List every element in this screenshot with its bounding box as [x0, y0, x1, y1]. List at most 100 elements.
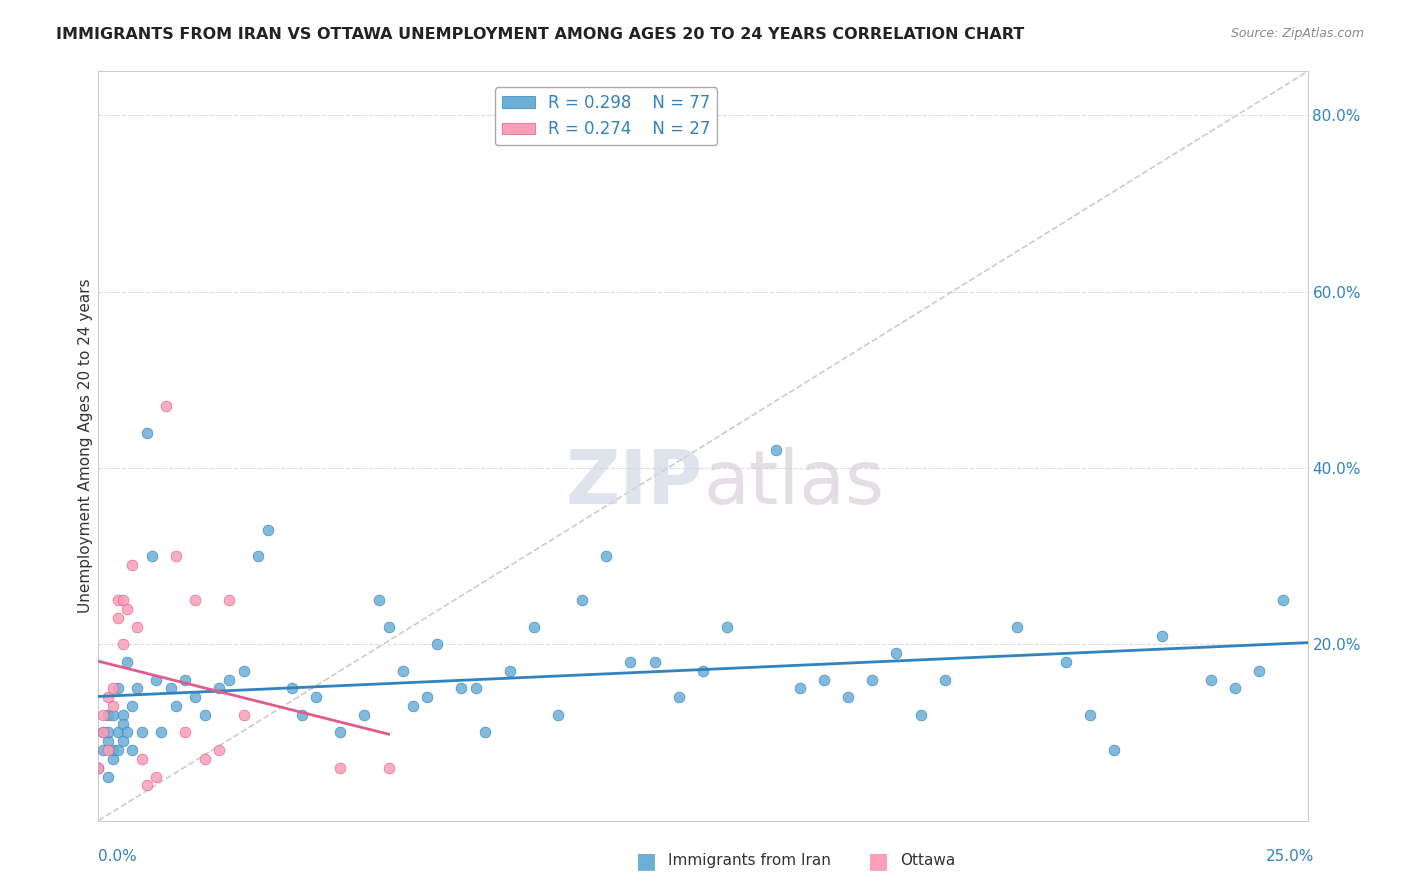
Point [111, 734, 134, 748]
Point [121, 743, 143, 757]
Point [218, 593, 240, 607]
Point [194, 752, 217, 766]
Point [97, 770, 120, 784]
Point [934, 673, 956, 687]
Point [165, 549, 187, 564]
Point [1152, 628, 1174, 642]
Point [97, 725, 120, 739]
Point [402, 699, 425, 714]
Point [150, 725, 173, 739]
Point [101, 681, 124, 696]
Point [135, 425, 157, 440]
Text: Ottawa: Ottawa [900, 854, 955, 868]
Point [91, 725, 114, 739]
Point [87, 761, 110, 775]
Point [1102, 743, 1125, 757]
Point [91, 743, 114, 757]
Point [107, 593, 129, 607]
Text: ZIP: ZIP [565, 447, 703, 520]
Point [174, 673, 197, 687]
Text: Immigrants from Iran: Immigrants from Iran [668, 854, 831, 868]
Point [121, 699, 143, 714]
Text: ■: ■ [637, 851, 657, 871]
Point [107, 611, 129, 625]
Text: atlas: atlas [703, 447, 884, 520]
Point [111, 716, 134, 731]
Point [377, 761, 399, 775]
Text: 25.0%: 25.0% [1267, 849, 1315, 863]
Point [837, 690, 859, 705]
Point [668, 690, 690, 705]
Point [145, 770, 167, 784]
Point [547, 707, 569, 722]
Point [131, 752, 153, 766]
Point [329, 725, 352, 739]
Point [117, 655, 139, 669]
Legend: R = 0.298    N = 77, R = 0.274    N = 27: R = 0.298 N = 77, R = 0.274 N = 27 [495, 87, 717, 145]
Point [97, 734, 120, 748]
Point [765, 443, 787, 458]
Point [450, 681, 472, 696]
Point [127, 620, 149, 634]
Point [1223, 681, 1246, 696]
Point [232, 707, 254, 722]
Text: Source: ZipAtlas.com: Source: ZipAtlas.com [1230, 27, 1364, 40]
Point [184, 690, 207, 705]
Point [1054, 655, 1077, 669]
Point [368, 593, 391, 607]
Point [117, 602, 139, 616]
Point [111, 593, 134, 607]
Point [160, 681, 183, 696]
Point [107, 743, 129, 757]
Point [1078, 707, 1101, 722]
Point [1199, 673, 1222, 687]
Point [155, 400, 177, 414]
Point [716, 620, 738, 634]
Point [498, 664, 520, 678]
Text: IMMIGRANTS FROM IRAN VS OTTAWA UNEMPLOYMENT AMONG AGES 20 TO 24 YEARS CORRELATIO: IMMIGRANTS FROM IRAN VS OTTAWA UNEMPLOYM… [56, 27, 1025, 42]
Point [101, 743, 124, 757]
Point [218, 673, 240, 687]
Point [247, 549, 270, 564]
Point [97, 707, 120, 722]
Point [377, 620, 399, 634]
Point [813, 673, 835, 687]
Point [184, 593, 207, 607]
Point [692, 664, 714, 678]
Point [644, 655, 666, 669]
Point [1272, 593, 1295, 607]
Point [208, 743, 231, 757]
Point [1249, 664, 1271, 678]
Point [523, 620, 546, 634]
Y-axis label: Unemployment Among Ages 20 to 24 years: Unemployment Among Ages 20 to 24 years [77, 278, 93, 614]
Point [111, 707, 134, 722]
Point [305, 690, 328, 705]
Point [101, 752, 124, 766]
Point [353, 707, 375, 722]
Point [886, 646, 908, 660]
Point [290, 707, 312, 722]
Point [910, 707, 932, 722]
Text: ■: ■ [869, 851, 889, 871]
Point [426, 637, 449, 651]
Point [117, 725, 139, 739]
Point [107, 681, 129, 696]
Point [256, 523, 278, 537]
Point [101, 699, 124, 714]
Point [464, 681, 486, 696]
Point [127, 681, 149, 696]
Point [789, 681, 811, 696]
Point [101, 707, 124, 722]
Point [329, 761, 352, 775]
Point [107, 725, 129, 739]
Point [860, 673, 883, 687]
Point [474, 725, 496, 739]
Point [392, 664, 415, 678]
Point [1007, 620, 1029, 634]
Point [281, 681, 304, 696]
Point [97, 743, 120, 757]
Point [87, 761, 110, 775]
Point [111, 637, 134, 651]
Point [595, 549, 617, 564]
Point [97, 690, 120, 705]
